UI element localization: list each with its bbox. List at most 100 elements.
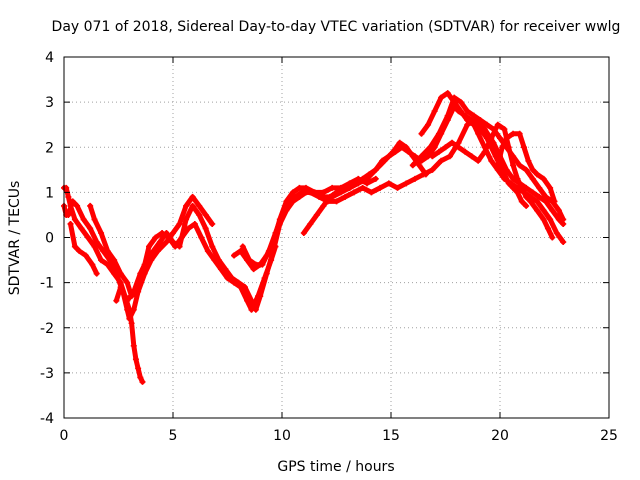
ticks: 0 5 10 15 20 25 -4 -3 -2 -1 0 1 2 3 4 <box>40 50 618 444</box>
data-point-track-4-17 <box>191 220 198 227</box>
data-point-track-2-23 <box>189 193 196 200</box>
y-tick-label: -4 <box>40 411 54 427</box>
data-point-track-8-0 <box>300 229 307 236</box>
data-point-track-1-4 <box>71 216 78 223</box>
data-point-track-2-21 <box>176 220 183 227</box>
y-tick-label: -2 <box>40 321 54 337</box>
data-point-track-6-3 <box>250 266 257 273</box>
data-point-track-4-19 <box>204 248 211 255</box>
data-point-track-10-17 <box>527 198 534 205</box>
data-point-track-5-4 <box>137 270 144 277</box>
data-point-track-9-3 <box>435 130 442 137</box>
data-point-track-8-10 <box>366 171 373 178</box>
data-point-track-5-17 <box>222 266 229 273</box>
data-point-track-7-6 <box>279 211 285 218</box>
y-tick-label: 4 <box>45 50 54 66</box>
data-point-track-8-17 <box>411 153 418 160</box>
data-point-track-4-0 <box>87 202 94 209</box>
data-point-track-11-15 <box>505 180 512 187</box>
data-point-track-7-15 <box>350 189 357 196</box>
series-line-track-8 <box>301 104 566 245</box>
series-line-track-10 <box>429 122 555 240</box>
data-point-track-5-0 <box>113 297 120 304</box>
data-point-track-5-22 <box>252 306 259 313</box>
data-point-track-2-2 <box>65 211 72 218</box>
data-point-track-12-5 <box>520 144 527 151</box>
data-point-track-7-8 <box>292 193 299 200</box>
data-point-track-7-11 <box>316 193 323 200</box>
data-point-track-3-2 <box>76 248 83 255</box>
x-tick-label: 20 <box>491 428 509 444</box>
data-point-track-12-9 <box>540 175 547 182</box>
y-tick-label: 2 <box>45 140 54 156</box>
data-point-track-9-17 <box>529 175 536 182</box>
series-track-3 <box>67 220 100 277</box>
data-point-track-1-8 <box>98 257 105 264</box>
series-line-track-1 <box>61 185 145 385</box>
data-point-track-7-13 <box>333 198 340 205</box>
data-point-track-11-8 <box>470 121 477 128</box>
data-point-track-5-7 <box>156 239 163 246</box>
data-point-track-8-12 <box>379 157 386 164</box>
data-point-track-8-15 <box>398 144 405 151</box>
data-point-track-2-6 <box>87 225 94 232</box>
data-point-track-4-1 <box>91 216 98 223</box>
data-point-track-9-1 <box>418 153 425 160</box>
data-point-track-1-19 <box>139 378 146 385</box>
data-point-track-3-5 <box>93 270 100 277</box>
data-point-track-11-3 <box>438 94 445 101</box>
data-point-track-11-1 <box>425 121 432 128</box>
data-point-track-12-6 <box>525 157 532 164</box>
data-point-track-12-1 <box>499 144 506 151</box>
data-point-track-3-1 <box>71 243 78 250</box>
data-point-track-10-21 <box>549 234 556 241</box>
data-point-track-8-37 <box>540 207 547 214</box>
gridlines <box>64 57 609 418</box>
data-point-track-9-9 <box>477 117 484 124</box>
data-point-track-7-5 <box>272 229 279 236</box>
data-point-track-7-23 <box>420 171 427 178</box>
chart-title: Day 071 of 2018, Sidereal Day-to-day VTE… <box>52 19 621 35</box>
data-layer <box>61 90 567 385</box>
data-point-track-7-37 <box>529 189 536 196</box>
data-point-track-9-21 <box>555 207 562 214</box>
data-point-track-11-16 <box>510 184 517 191</box>
data-point-track-5-11 <box>183 216 190 223</box>
data-point-track-5-13 <box>196 211 203 218</box>
data-point-track-5-9 <box>170 239 176 246</box>
data-point-track-10-6 <box>468 153 475 160</box>
data-point-track-4-3 <box>104 248 111 255</box>
data-point-track-5-38 <box>372 175 379 182</box>
x-tick-label: 15 <box>382 428 400 444</box>
data-point-track-8-8 <box>353 180 360 187</box>
data-point-track-12-0 <box>494 162 501 169</box>
data-point-track-8-5 <box>333 189 340 196</box>
data-point-track-7-0 <box>239 243 246 250</box>
data-point-track-1-2 <box>65 193 72 200</box>
data-point-track-12-8 <box>534 171 541 178</box>
data-point-track-8-4 <box>326 193 333 200</box>
series-track-2 <box>61 193 216 322</box>
data-point-track-9-12 <box>497 135 503 142</box>
x-tick-label: 25 <box>600 428 618 444</box>
data-point-track-1-7 <box>91 243 98 250</box>
data-point-track-9-2 <box>427 144 434 151</box>
data-point-track-8-40 <box>560 239 567 246</box>
data-point-track-2-26 <box>209 220 216 227</box>
data-point-track-9-15 <box>516 162 523 169</box>
data-point-track-7-9 <box>298 189 305 196</box>
data-point-track-10-0 <box>429 153 436 160</box>
data-point-track-1-5 <box>78 225 85 232</box>
data-point-track-12-2 <box>503 135 510 142</box>
data-point-track-7-7 <box>285 198 292 205</box>
data-point-track-6-10 <box>296 184 303 191</box>
data-point-track-5-5 <box>143 257 150 264</box>
series-track-1 <box>61 184 146 385</box>
data-point-track-12-7 <box>529 166 536 173</box>
data-point-track-11-17 <box>514 189 521 196</box>
data-point-track-4-5 <box>117 270 124 277</box>
data-point-track-9-4 <box>444 112 451 119</box>
data-point-track-9-16 <box>523 166 530 173</box>
data-point-track-7-16 <box>359 184 366 191</box>
data-point-track-5-2 <box>124 297 131 304</box>
